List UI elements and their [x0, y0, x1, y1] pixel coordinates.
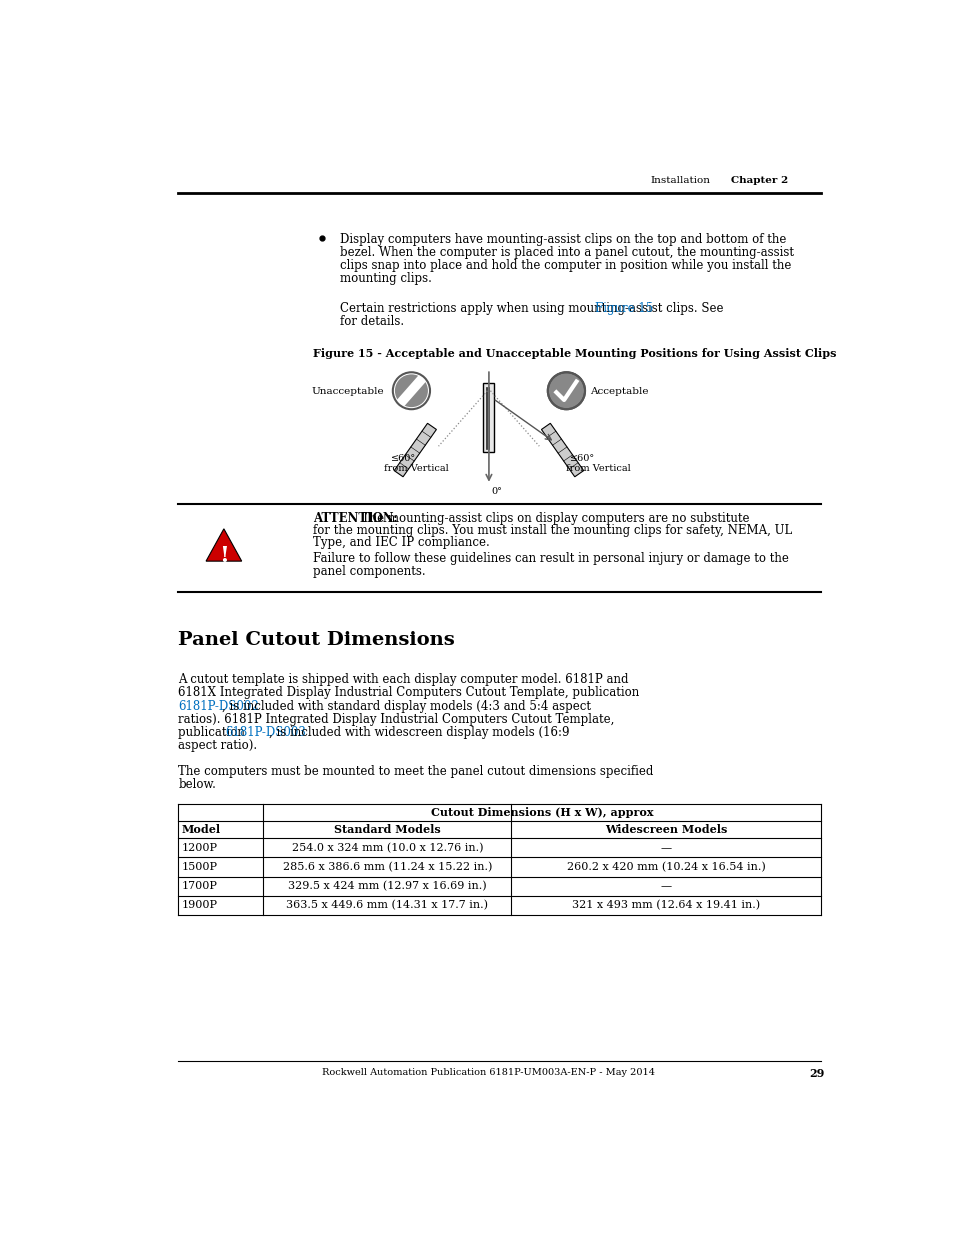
Text: ratios). 6181P Integrated Display Industrial Computers Cutout Template,: ratios). 6181P Integrated Display Indust… [178, 713, 614, 726]
Text: Panel Cutout Dimensions: Panel Cutout Dimensions [178, 631, 455, 648]
Text: for details.: for details. [340, 315, 404, 329]
Text: Acceptable: Acceptable [589, 387, 647, 396]
Text: ≤60°: ≤60° [390, 454, 416, 463]
Text: The computers must be mounted to meet the panel cutout dimensions specified: The computers must be mounted to meet th… [178, 764, 653, 778]
Text: 285.6 x 386.6 mm (11.24 x 15.22 in.): 285.6 x 386.6 mm (11.24 x 15.22 in.) [282, 862, 492, 872]
Text: Type, and IEC IP compliance.: Type, and IEC IP compliance. [313, 536, 489, 550]
Text: —: — [660, 842, 671, 852]
Text: The mounting-assist clips on display computers are no substitute: The mounting-assist clips on display com… [357, 511, 749, 525]
Text: from Vertical: from Vertical [384, 464, 449, 473]
Text: Cutout Dimensions (H x W), approx: Cutout Dimensions (H x W), approx [431, 808, 653, 819]
Circle shape [393, 372, 430, 409]
Text: from Vertical: from Vertical [566, 464, 631, 473]
Text: 0°: 0° [491, 487, 501, 496]
Text: 6181P-DS003: 6181P-DS003 [225, 726, 306, 739]
Text: Installation: Installation [650, 177, 710, 185]
Text: , is included with widescreen display models (16:9: , is included with widescreen display mo… [269, 726, 569, 739]
Polygon shape [206, 529, 241, 561]
Text: 6181P-DS002: 6181P-DS002 [178, 699, 258, 713]
Text: bezel. When the computer is placed into a panel cutout, the mounting-assist: bezel. When the computer is placed into … [340, 246, 793, 259]
Text: panel components.: panel components. [313, 564, 425, 578]
Text: !: ! [218, 545, 229, 567]
Text: 1500P: 1500P [182, 862, 218, 872]
Text: 1900P: 1900P [182, 900, 218, 910]
Text: Model: Model [182, 824, 221, 835]
Text: 29: 29 [808, 1068, 823, 1079]
Text: 6181X Integrated Display Industrial Computers Cutout Template, publication: 6181X Integrated Display Industrial Comp… [178, 687, 639, 699]
Text: ATTENTION:: ATTENTION: [313, 511, 397, 525]
Text: 329.5 x 424 mm (12.97 x 16.69 in.): 329.5 x 424 mm (12.97 x 16.69 in.) [288, 881, 486, 892]
Text: Standard Models: Standard Models [334, 824, 440, 835]
Text: Widescreen Models: Widescreen Models [604, 824, 727, 835]
Text: Unacceptable: Unacceptable [312, 387, 384, 396]
Text: publication: publication [178, 726, 249, 739]
Text: Rockwell Automation Publication 6181P-UM003A-EN-P - May 2014: Rockwell Automation Publication 6181P-UM… [322, 1068, 655, 1077]
Text: 321 x 493 mm (12.64 x 19.41 in.): 321 x 493 mm (12.64 x 19.41 in.) [572, 900, 760, 910]
Text: Failure to follow these guidelines can result in personal injury or damage to th: Failure to follow these guidelines can r… [313, 552, 788, 566]
Polygon shape [541, 424, 583, 477]
Text: 254.0 x 324 mm (10.0 x 12.76 in.): 254.0 x 324 mm (10.0 x 12.76 in.) [292, 842, 482, 853]
Text: 1700P: 1700P [182, 882, 217, 892]
Circle shape [547, 372, 584, 409]
Text: Figure 15 - Acceptable and Unacceptable Mounting Positions for Using Assist Clip: Figure 15 - Acceptable and Unacceptable … [313, 347, 836, 358]
Text: Chapter 2: Chapter 2 [731, 177, 788, 185]
Text: —: — [660, 882, 671, 892]
FancyBboxPatch shape [483, 383, 494, 452]
Text: 363.5 x 449.6 mm (14.31 x 17.7 in.): 363.5 x 449.6 mm (14.31 x 17.7 in.) [286, 900, 488, 910]
Text: aspect ratio).: aspect ratio). [178, 739, 257, 752]
Text: 260.2 x 420 mm (10.24 x 16.54 in.): 260.2 x 420 mm (10.24 x 16.54 in.) [566, 862, 765, 872]
Text: , is included with standard display models (4:3 and 5:4 aspect: , is included with standard display mode… [221, 699, 590, 713]
Text: ≤60°: ≤60° [570, 454, 595, 463]
Text: below.: below. [178, 778, 215, 792]
Text: Figure 15: Figure 15 [594, 303, 652, 315]
Text: 1200P: 1200P [182, 842, 218, 852]
Text: mounting clips.: mounting clips. [340, 272, 432, 285]
Text: Certain restrictions apply when using mounting-assist clips. See: Certain restrictions apply when using mo… [340, 303, 726, 315]
Polygon shape [394, 424, 436, 477]
Text: A cutout template is shipped with each display computer model. 6181P and: A cutout template is shipped with each d… [178, 673, 628, 687]
Text: clips snap into place and hold the computer in position while you install the: clips snap into place and hold the compu… [340, 259, 791, 272]
Text: Display computers have mounting-assist clips on the top and bottom of the: Display computers have mounting-assist c… [340, 233, 785, 246]
Text: for the mounting clips. You must install the mounting clips for safety, NEMA, UL: for the mounting clips. You must install… [313, 524, 791, 537]
